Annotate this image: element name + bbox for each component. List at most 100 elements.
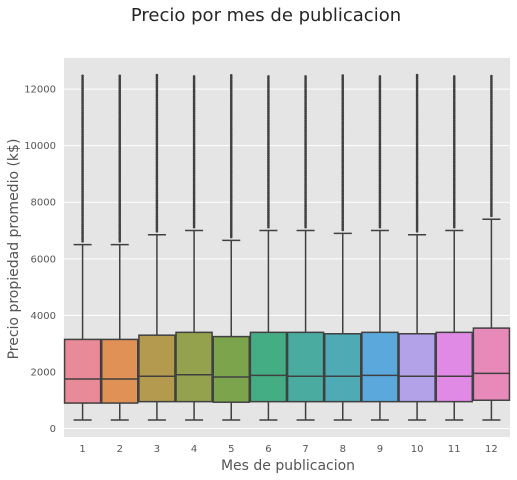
outlier-point bbox=[229, 156, 233, 160]
outlier-point bbox=[229, 217, 233, 220]
outlier-point bbox=[229, 228, 233, 231]
outlier-point bbox=[267, 165, 270, 168]
outlier-point bbox=[490, 166, 493, 170]
outlier-point bbox=[304, 172, 307, 176]
outlier-point bbox=[304, 198, 307, 201]
outlier-point bbox=[304, 176, 307, 179]
outlier-point bbox=[304, 203, 307, 207]
outlier-point bbox=[490, 168, 493, 172]
outlier-point bbox=[81, 80, 84, 83]
outlier-point bbox=[304, 187, 307, 190]
outlier-point bbox=[81, 142, 84, 146]
outlier-point bbox=[415, 110, 419, 114]
box-month-10 bbox=[398, 73, 436, 421]
outlier-point bbox=[452, 178, 456, 181]
outlier-point bbox=[341, 199, 345, 202]
outlier-point bbox=[490, 85, 493, 89]
outlier-point bbox=[81, 131, 84, 135]
outlier-point bbox=[415, 174, 419, 178]
outlier-point bbox=[490, 152, 493, 155]
outlier-point bbox=[378, 218, 382, 222]
outlier-point bbox=[192, 196, 196, 200]
outlier-point bbox=[378, 86, 382, 89]
outlier-point bbox=[229, 198, 233, 202]
outlier-point bbox=[341, 188, 345, 191]
outlier-point bbox=[304, 218, 307, 222]
outlier-point bbox=[155, 204, 159, 207]
outlier-point bbox=[192, 86, 196, 89]
outlier-point bbox=[81, 166, 84, 170]
outliers bbox=[192, 75, 196, 229]
outlier-point bbox=[378, 135, 382, 139]
outlier-point bbox=[415, 184, 419, 187]
outlier-point bbox=[192, 201, 196, 205]
outlier-point bbox=[229, 221, 233, 224]
outlier-point bbox=[229, 101, 233, 105]
outlier-point bbox=[81, 184, 84, 188]
outlier-point bbox=[229, 149, 233, 152]
outlier-point bbox=[415, 189, 419, 193]
outlier-point bbox=[415, 209, 419, 213]
outlier-point bbox=[378, 113, 382, 117]
box-iqr bbox=[212, 335, 251, 403]
outlier-point bbox=[192, 181, 196, 185]
outlier-point bbox=[267, 124, 270, 128]
box-month-8 bbox=[323, 74, 362, 421]
outlier-point bbox=[304, 161, 307, 165]
outlier-point bbox=[81, 159, 84, 162]
outlier-point bbox=[192, 132, 196, 135]
box-month-4 bbox=[175, 75, 213, 421]
outlier-point bbox=[267, 89, 270, 93]
outlier-point bbox=[229, 112, 233, 116]
outlier-point bbox=[341, 210, 345, 213]
outlier-point bbox=[304, 209, 307, 212]
outlier-point bbox=[155, 169, 159, 173]
outlier-point bbox=[81, 162, 84, 166]
outlier-point bbox=[341, 201, 345, 204]
outlier-point bbox=[452, 170, 456, 174]
outlier-point bbox=[304, 205, 307, 209]
outlier-point bbox=[155, 90, 159, 93]
outlier-point bbox=[341, 109, 345, 112]
y-tick-label: 6000 bbox=[31, 254, 56, 265]
outlier-point bbox=[304, 194, 307, 198]
outlier-point bbox=[267, 172, 270, 176]
outlier-point bbox=[267, 128, 270, 131]
outlier-point bbox=[452, 100, 456, 104]
outlier-point bbox=[415, 84, 419, 88]
outlier-point bbox=[304, 167, 307, 170]
outlier-point bbox=[229, 141, 233, 145]
box-month-12 bbox=[472, 74, 511, 421]
outlier-point bbox=[192, 143, 196, 146]
box-iqr bbox=[249, 331, 288, 403]
outlier-point bbox=[341, 213, 345, 217]
outlier-point bbox=[118, 173, 122, 177]
outlier-point bbox=[415, 147, 419, 150]
outlier-point bbox=[490, 157, 493, 161]
box-month-9 bbox=[361, 75, 399, 421]
outlier-point bbox=[155, 88, 159, 92]
outlier-point bbox=[155, 182, 159, 185]
outlier-point bbox=[378, 132, 382, 135]
outlier-point bbox=[490, 194, 493, 197]
outlier-point bbox=[452, 187, 456, 190]
outlier-point bbox=[81, 127, 84, 131]
outlier-point bbox=[118, 234, 122, 238]
outlier-point bbox=[81, 78, 84, 81]
outlier-point bbox=[267, 143, 270, 146]
outlier-point bbox=[452, 203, 456, 207]
outlier-point bbox=[267, 115, 270, 119]
outlier-point bbox=[490, 174, 493, 177]
outlier-point bbox=[304, 84, 307, 87]
outlier-point bbox=[192, 141, 196, 144]
outlier-point bbox=[229, 96, 233, 99]
outlier-point bbox=[155, 128, 159, 132]
outlier-point bbox=[452, 183, 456, 187]
outlier-point bbox=[341, 125, 345, 129]
outlier-point bbox=[155, 106, 159, 110]
outlier-point bbox=[452, 132, 456, 135]
outlier-point bbox=[378, 185, 382, 188]
outlier-point bbox=[490, 190, 493, 194]
outlier-point bbox=[192, 122, 196, 126]
outlier-point bbox=[304, 119, 307, 122]
